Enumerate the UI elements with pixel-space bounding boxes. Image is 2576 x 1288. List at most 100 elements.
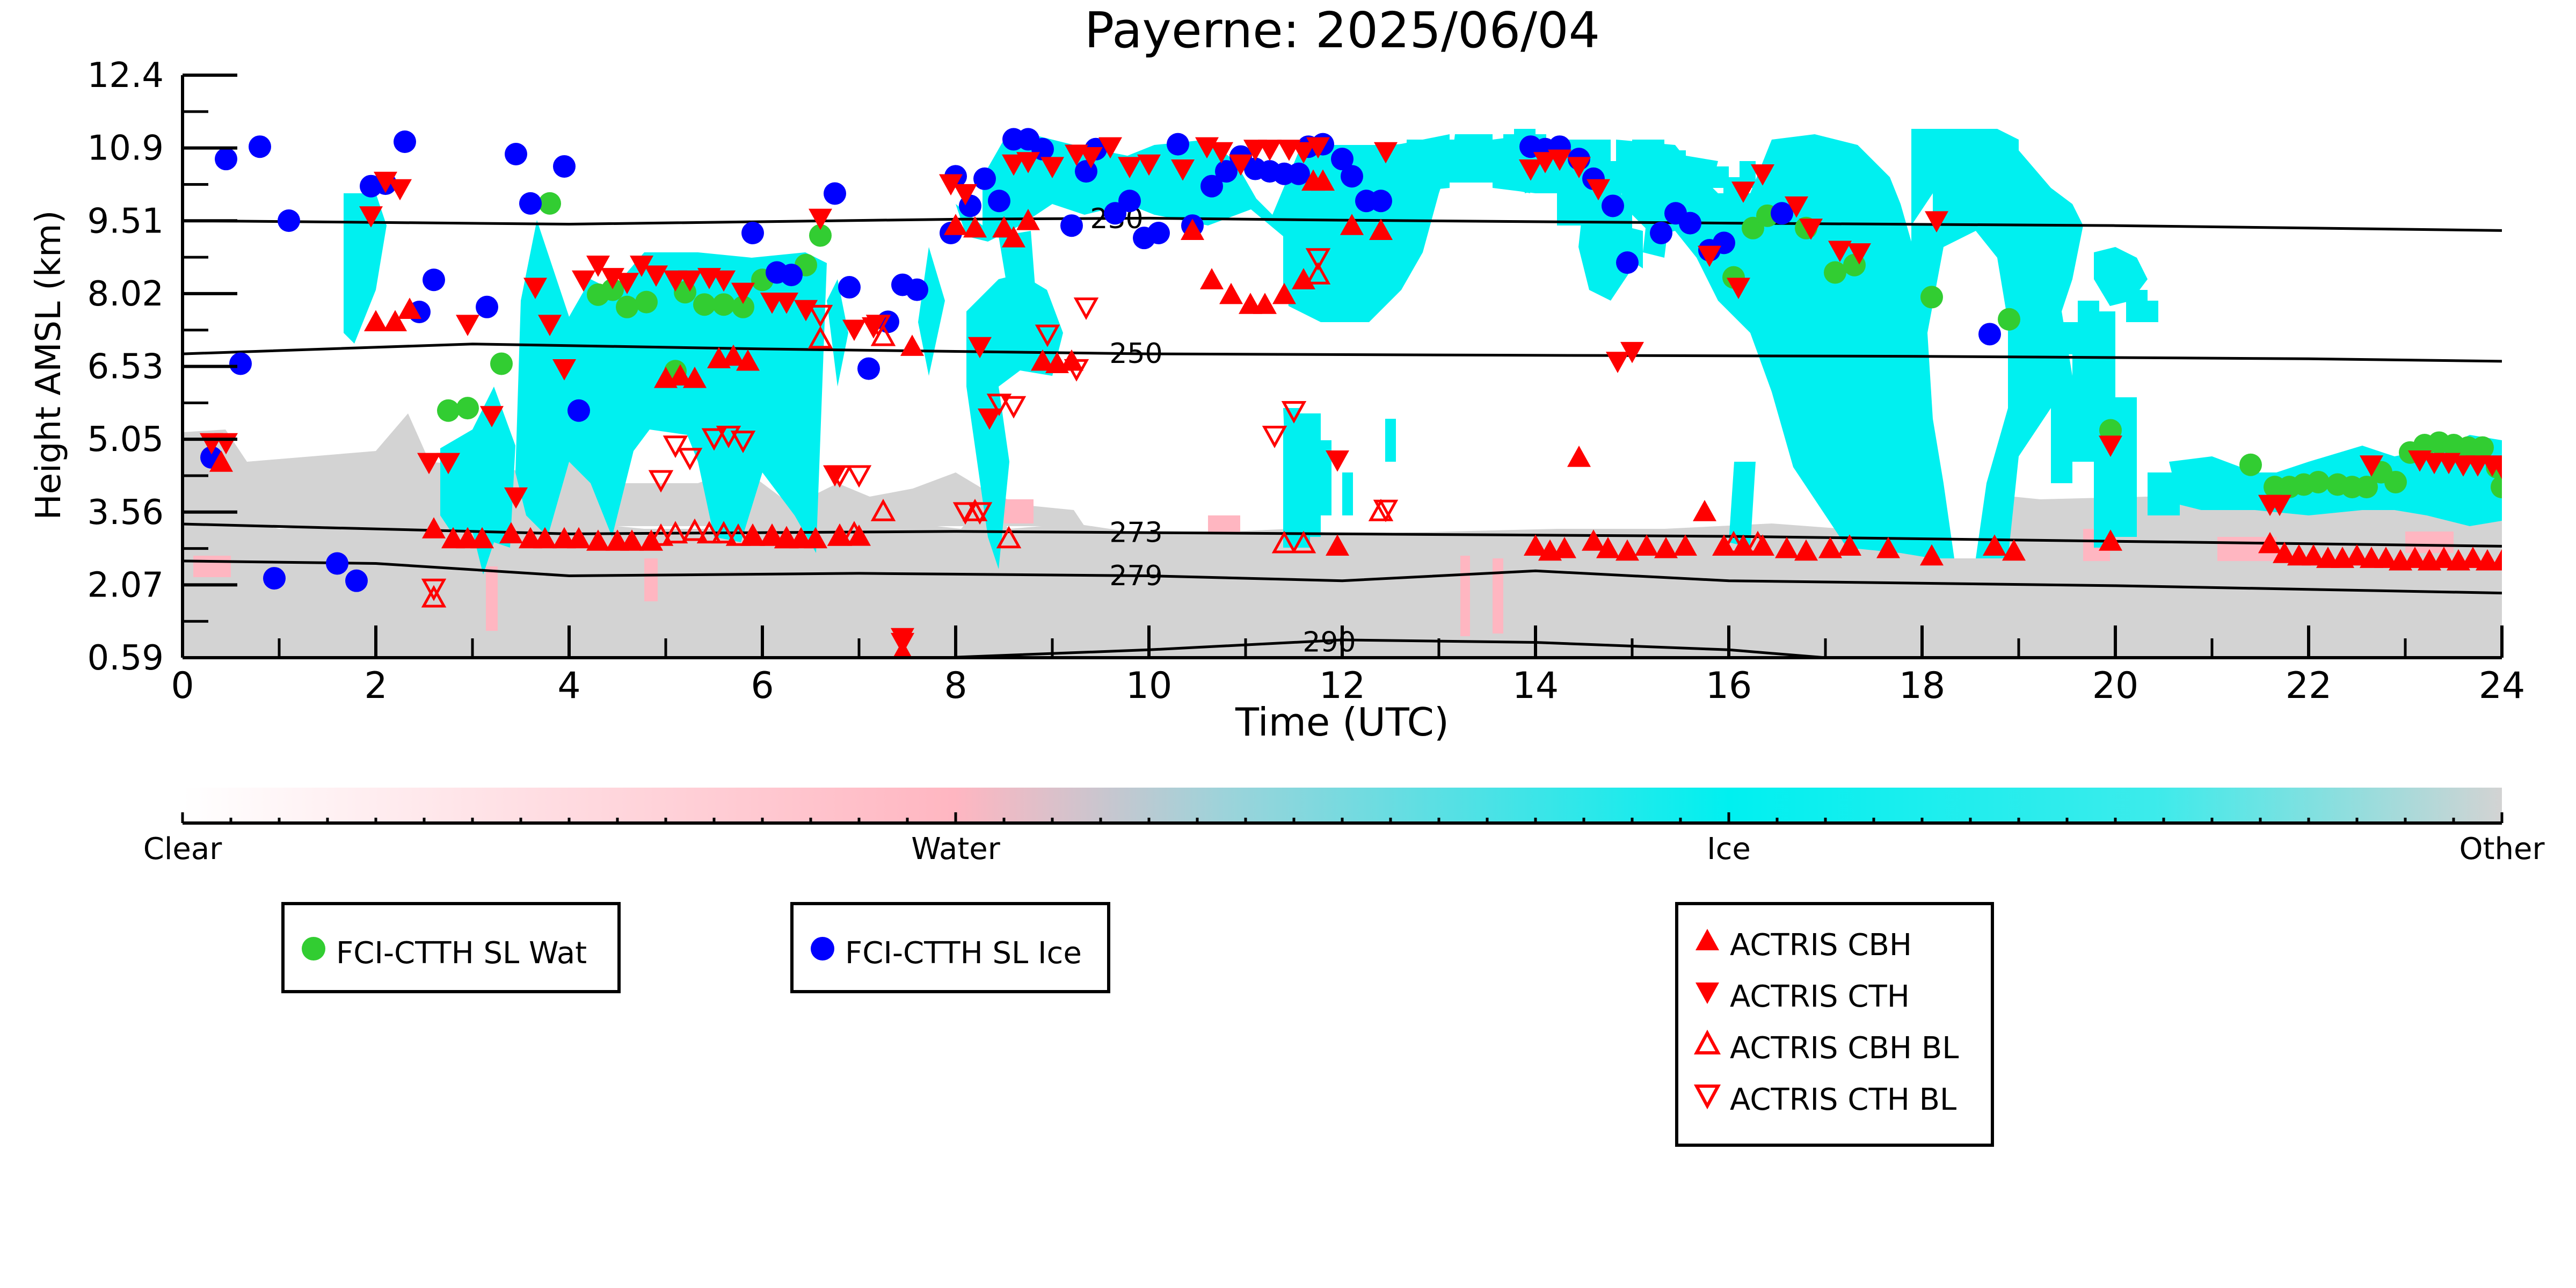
x-tick-label: 18 xyxy=(1899,665,1946,707)
data-point xyxy=(678,270,702,292)
data-point xyxy=(846,465,872,488)
data-point xyxy=(1258,140,1282,161)
data-point xyxy=(480,406,504,427)
data-point xyxy=(668,364,692,385)
data-point xyxy=(1200,174,1223,198)
x-tick-label: 20 xyxy=(2092,665,2139,707)
data-point xyxy=(809,224,832,247)
data-point xyxy=(1016,152,1040,173)
data-point xyxy=(967,502,993,525)
legend-item-fci-wat: FCI-CTTH SL Wat xyxy=(285,925,617,977)
data-point xyxy=(644,265,668,287)
data-point xyxy=(973,167,996,190)
data-point xyxy=(2002,539,2026,561)
data-point xyxy=(682,518,708,541)
data-point xyxy=(740,523,766,546)
data-point xyxy=(939,174,963,196)
data-point xyxy=(1751,164,1774,186)
data-point xyxy=(1524,534,1547,556)
data-point xyxy=(394,130,416,154)
data-point xyxy=(1200,268,1224,289)
data-point xyxy=(677,448,703,471)
data-point xyxy=(2491,476,2502,499)
data-point xyxy=(1306,137,1330,159)
data-point xyxy=(741,221,764,244)
x-tick-label: 22 xyxy=(2286,665,2332,707)
x-tick-label: 14 xyxy=(1512,665,1559,707)
x-tick-label: 6 xyxy=(751,665,774,707)
data-point xyxy=(567,399,590,422)
open-triangle-down-icon xyxy=(1693,1085,1721,1110)
data-point xyxy=(278,209,300,232)
y-tick-label: 3.56 xyxy=(88,493,164,533)
data-point xyxy=(2099,529,2122,551)
data-point xyxy=(1567,157,1591,178)
colorbar-label-other: Other xyxy=(2459,832,2545,867)
y-tick-label: 8.02 xyxy=(88,274,164,314)
x-tick-label: 4 xyxy=(557,665,580,707)
data-point xyxy=(523,278,547,299)
data-point xyxy=(1654,537,1678,558)
data-point xyxy=(1118,190,1141,213)
data-point xyxy=(711,521,737,544)
data-point xyxy=(364,310,388,331)
data-point xyxy=(978,408,1001,430)
data-point xyxy=(374,171,397,193)
data-point xyxy=(1548,149,1571,171)
filled-triangle-down-icon xyxy=(1695,983,1719,1004)
data-point xyxy=(1794,539,1818,561)
isotherm-line xyxy=(183,559,2502,595)
data-point xyxy=(906,278,928,301)
data-point xyxy=(1785,196,1808,218)
data-point xyxy=(2268,494,2291,516)
data-point xyxy=(1262,426,1287,448)
data-point xyxy=(1331,148,1354,171)
data-point xyxy=(1311,169,1335,191)
data-point xyxy=(1002,226,1025,248)
data-point xyxy=(553,155,576,178)
legend-label: FCI-CTTH SL Ice xyxy=(845,936,1082,971)
legend-item-fci-ice: FCI-CTTH SL Ice xyxy=(794,925,1107,977)
data-point xyxy=(716,426,741,448)
data-point xyxy=(1673,534,1697,556)
data-point xyxy=(1587,179,1610,201)
legend-actris: ACTRIS CBH ACTRIS CTH ACTRIS CBH BL ACTR… xyxy=(1675,902,1994,1147)
data-point xyxy=(986,394,1012,417)
data-point xyxy=(1567,446,1591,467)
legend-satellite-ice: FCI-CTTH SL Ice xyxy=(790,902,1110,993)
data-point xyxy=(249,135,271,158)
colorbar-ticks xyxy=(181,812,2504,823)
data-point xyxy=(1533,152,1557,173)
data-point xyxy=(963,216,987,238)
data-point xyxy=(519,192,542,215)
data-point xyxy=(388,179,412,201)
data-point xyxy=(586,529,610,551)
data-point xyxy=(1340,214,1364,235)
data-point xyxy=(1828,241,1852,263)
x-tick-label: 2 xyxy=(364,665,387,707)
x-axis-label: Time (UTC) xyxy=(1235,700,1449,745)
data-point xyxy=(456,397,479,420)
data-point xyxy=(1171,159,1195,181)
data-point xyxy=(1983,534,2006,556)
data-point xyxy=(505,142,527,165)
data-point xyxy=(470,527,494,549)
data-point xyxy=(722,344,745,366)
data-point xyxy=(1553,537,1576,558)
colorbar-label-ice: Ice xyxy=(1707,832,1751,867)
data-point xyxy=(601,278,624,301)
data-point xyxy=(586,256,610,277)
data-point xyxy=(1305,261,1331,285)
data-point xyxy=(1219,282,1243,304)
data-point xyxy=(807,326,833,349)
data-point xyxy=(693,293,716,316)
legend-satellite-water: FCI-CTTH SL Wat xyxy=(281,902,621,993)
data-point xyxy=(2258,532,2282,554)
data-point xyxy=(215,148,237,171)
data-point xyxy=(1001,396,1027,419)
data-point xyxy=(1925,211,1948,232)
data-point xyxy=(857,357,880,380)
data-point xyxy=(1602,194,1624,217)
data-point xyxy=(1721,530,1747,554)
